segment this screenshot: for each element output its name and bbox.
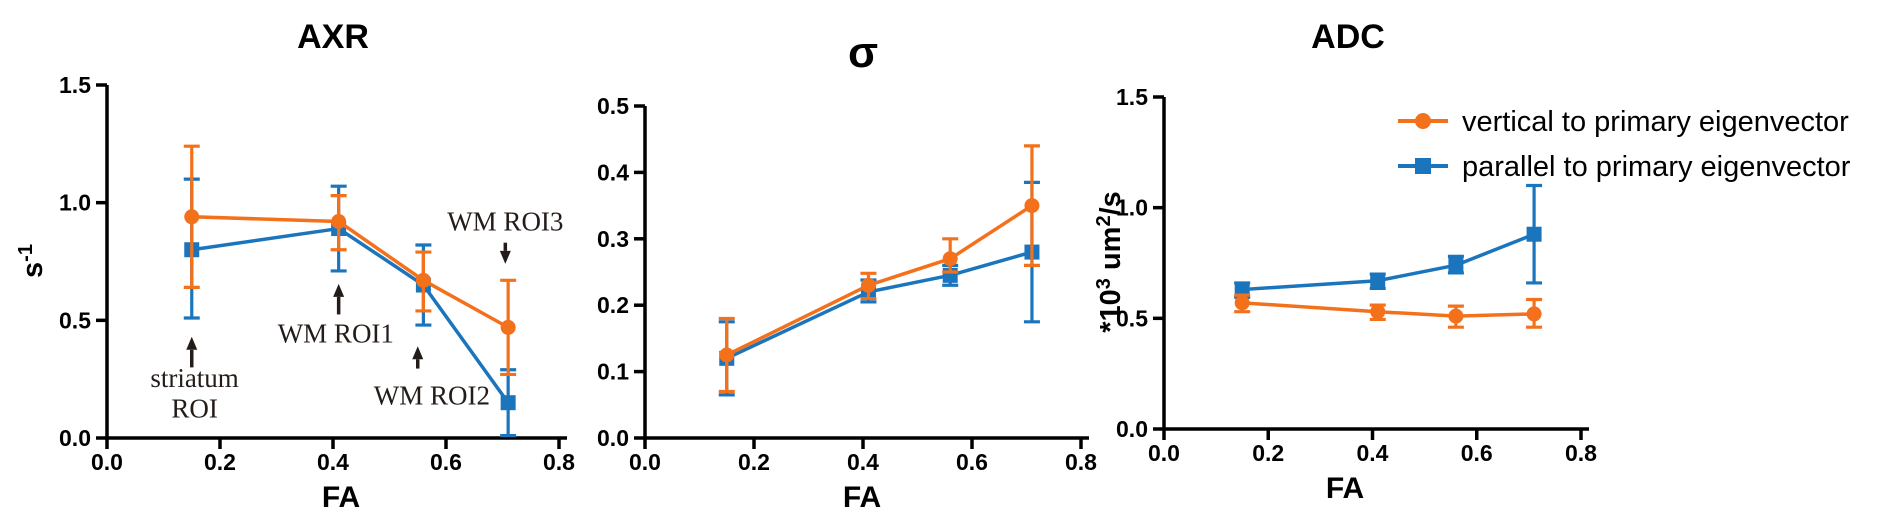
circle-marker [942, 251, 958, 267]
series-line [1242, 232, 1535, 292]
y-tick-label: 1.5 [1116, 84, 1148, 110]
y-tick-label: 1.0 [1116, 195, 1148, 221]
x-tick-label: 0.2 [738, 449, 770, 475]
annotation-label: WM ROI3 [447, 206, 563, 236]
x-axis-label: FA [322, 481, 360, 514]
x-tick-label: 0.6 [1461, 440, 1493, 466]
circle-marker [184, 209, 200, 225]
x-tick-label: 0.8 [543, 449, 575, 475]
x-axis-label: FA [1326, 472, 1364, 505]
y-axis-label-sup: -1 [15, 244, 37, 262]
y-tick-label: 0.0 [597, 425, 629, 451]
circle-marker [1024, 198, 1040, 214]
series-line [1242, 301, 1535, 318]
x-tick-label: 0.4 [317, 449, 349, 475]
x-tick-label: 0.8 [1565, 440, 1597, 466]
panel-axr: 0.0 0.2 0.4 0.6 0.8 0.0 0.5 1.0 1.5 AXR FA s-1 stria… [15, 18, 575, 514]
circle-marker [331, 213, 347, 229]
annotation-arrow-head [499, 250, 511, 264]
annotation-wm-roi2: WM ROI2 [374, 346, 490, 411]
x-tick-label: 0.8 [1065, 449, 1097, 475]
x-tick-label: 0.0 [629, 449, 661, 475]
panel-sigma: 0.0 0.2 0.4 0.6 0.8 0.0 0.1 0.2 0.3 0.4 0.5 σ FA [597, 28, 1097, 514]
y-tick-label: 0.2 [597, 292, 629, 318]
x-tick-label: 0.4 [847, 449, 879, 475]
circle-marker [1448, 308, 1464, 324]
x-tick-label: 0.4 [1357, 440, 1389, 466]
square-marker [1448, 257, 1464, 273]
legend: vertical to primary eigenvector parallel … [1398, 106, 1851, 183]
annotation-label: striatum [150, 363, 239, 393]
legend-circle-marker [1415, 113, 1431, 129]
series-line [191, 226, 510, 404]
y-tick-label: 0.0 [1116, 416, 1148, 442]
y-tick-label: 1.5 [59, 72, 91, 98]
y-tick-label: 0.4 [597, 159, 629, 185]
circle-marker [1526, 306, 1542, 322]
y-axis-label-part: s [17, 262, 49, 278]
panel-adc: 0.0 0.2 0.4 0.6 0.8 0.0 0.5 1.0 1.5 ADC FA *103 um2… [1093, 18, 1851, 505]
annotation-wm-roi1: WM ROI1 [278, 283, 394, 348]
y-axis-label-part: /s [1095, 191, 1127, 215]
y-tick-label: 1.0 [59, 190, 91, 216]
y-tick-label: 0.5 [1116, 305, 1148, 331]
x-tick-label: 0.2 [204, 449, 236, 475]
annotation-wm-roi3: WM ROI3 [447, 206, 563, 264]
y-axis-label-part: *10 [1095, 289, 1127, 333]
annotation-arrow-head [333, 283, 345, 297]
square-marker [500, 395, 516, 411]
y-axis-label-part: um [1095, 227, 1127, 279]
panel-title: σ [848, 28, 878, 77]
annotation-label: WM ROI1 [278, 318, 394, 348]
annotation-arrow-head [186, 336, 198, 350]
annotation-label: WM ROI2 [374, 381, 490, 411]
circle-marker [719, 347, 735, 363]
series-vertical [183, 144, 517, 377]
y-axis-label: *103 um2/s [1093, 191, 1127, 333]
x-tick-label: 0.0 [1148, 440, 1180, 466]
square-marker [1234, 282, 1250, 298]
legend-label: vertical to primary eigenvector [1462, 106, 1849, 138]
y-axis-label-sup: 3 [1093, 278, 1115, 289]
circle-marker [860, 277, 876, 293]
series-parallel [1234, 183, 1543, 299]
annotation-label: ROI [171, 394, 218, 424]
series-line [726, 250, 1033, 360]
series-line [191, 215, 509, 329]
y-tick-label: 0.5 [59, 307, 91, 333]
legend-square-marker [1415, 158, 1431, 174]
series-vertical [718, 144, 1040, 394]
series-line [725, 204, 1033, 357]
legend-label: parallel to primary eigenvector [1462, 151, 1851, 183]
circle-marker [1234, 295, 1250, 311]
x-tick-label: 0.6 [430, 449, 462, 475]
y-tick-label: 0.1 [597, 359, 629, 385]
circle-marker [1370, 304, 1386, 320]
series-vertical [1234, 293, 1543, 329]
y-tick-label: 0.5 [597, 93, 629, 119]
annotation-arrow-head [412, 346, 424, 360]
panel-title: ADC [1311, 18, 1385, 56]
square-marker [1526, 226, 1542, 242]
circle-marker [500, 319, 516, 335]
x-tick-label: 0.2 [1252, 440, 1284, 466]
x-axis-label: FA [843, 481, 881, 514]
x-tick-label: 0.6 [956, 449, 988, 475]
y-tick-label: 0.0 [59, 425, 91, 451]
panel-title: AXR [297, 18, 369, 56]
y-tick-label: 0.3 [597, 226, 629, 252]
x-tick-label: 0.0 [91, 449, 123, 475]
y-axis-label: s-1 [15, 244, 49, 278]
circle-marker [415, 272, 431, 288]
y-axis-label-sup: 2 [1093, 215, 1115, 226]
square-marker [1370, 273, 1386, 289]
